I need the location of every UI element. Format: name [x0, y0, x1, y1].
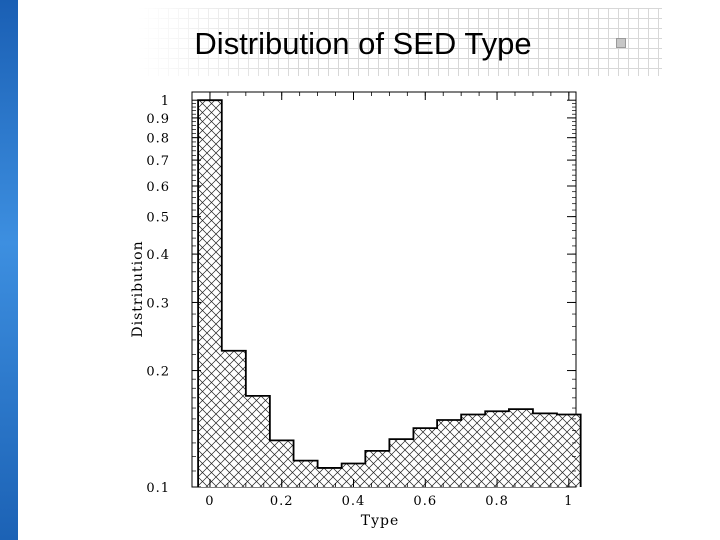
x-axis-title: Type [361, 513, 400, 529]
y-tick-label: 0.9 [146, 112, 170, 127]
y-tick-label: 0.1 [146, 481, 170, 496]
histogram-outline [197, 99, 582, 487]
histogram-bar [532, 413, 557, 487]
histogram-bar [389, 439, 414, 487]
histogram-bar [485, 411, 509, 487]
histogram-bar [269, 440, 294, 487]
header-square-decoration [616, 38, 626, 48]
y-tick-label: 0.7 [146, 154, 170, 169]
histogram-bar [317, 467, 342, 487]
x-tick-label: 0.4 [342, 494, 366, 509]
histogram-bar [413, 428, 438, 487]
header-grid-decoration [138, 8, 662, 76]
x-tick-label: 1 [564, 494, 573, 509]
histogram-bar [293, 460, 318, 487]
x-tick-label: 0.8 [485, 494, 509, 509]
x-tick-label: 0 [205, 494, 214, 509]
y-tick-label: 0.8 [146, 132, 170, 147]
x-tick-label: 0.2 [270, 494, 294, 509]
histogram-bar [461, 414, 486, 487]
histogram-bar [508, 409, 533, 487]
y-tick-label: 0.5 [146, 211, 170, 226]
histogram-bar [556, 414, 581, 487]
y-tick-label: 0.3 [146, 296, 170, 311]
histogram-bar [198, 100, 222, 487]
histogram-bar [365, 450, 390, 487]
x-tick-label: 0.6 [413, 494, 437, 509]
histogram-bar [221, 350, 246, 487]
histogram-bar [341, 463, 366, 487]
slide-title: Distribution of SED Type [194, 26, 532, 61]
slide-left-accent-bar [0, 0, 18, 540]
y-tick-label: 0.2 [146, 365, 170, 380]
y-tick-label: 0.4 [146, 248, 170, 263]
y-tick-label: 1 [161, 94, 170, 109]
histogram-bar [437, 420, 462, 487]
y-axis-title: Distribution [130, 240, 146, 337]
y-tick-label: 0.6 [146, 180, 170, 195]
histogram-bar [245, 395, 270, 487]
